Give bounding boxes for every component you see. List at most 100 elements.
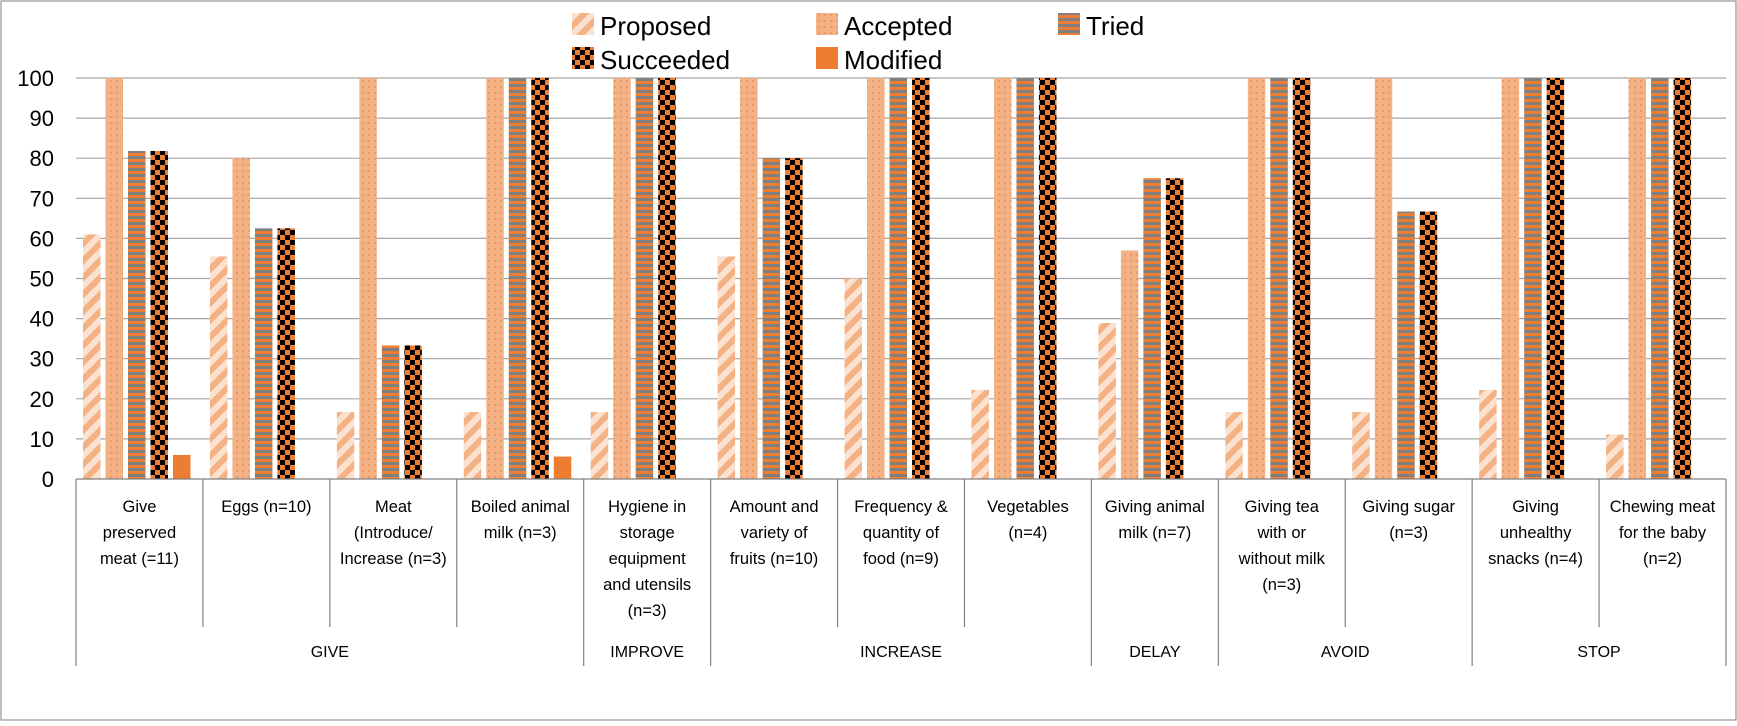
x-group-label: STOP bbox=[1577, 644, 1620, 661]
x-category-label: (n=2) bbox=[1643, 550, 1682, 568]
bar-accepted bbox=[613, 78, 631, 479]
x-category-label: meat (=11) bbox=[100, 550, 179, 568]
x-category-label: Frequency & bbox=[854, 498, 948, 516]
y-tick-label: 50 bbox=[30, 267, 54, 292]
bar-succeeded bbox=[150, 150, 168, 479]
y-tick-label: 0 bbox=[42, 467, 54, 492]
bar-tried bbox=[635, 78, 654, 479]
y-tick-label: 80 bbox=[30, 146, 54, 171]
y-tick-label: 40 bbox=[30, 307, 54, 332]
bar-proposed bbox=[844, 278, 863, 479]
legend-swatch-succeeded bbox=[572, 47, 594, 69]
bar-modified bbox=[553, 456, 572, 479]
bar-succeeded bbox=[1546, 78, 1565, 479]
x-category-label: Giving tea bbox=[1245, 498, 1320, 516]
x-category-label: Increase (n=3) bbox=[340, 550, 447, 568]
bar-accepted bbox=[1120, 250, 1139, 479]
bar-proposed bbox=[717, 256, 736, 479]
bar-accepted bbox=[1247, 78, 1266, 479]
y-tick-label: 70 bbox=[30, 186, 54, 211]
x-category-label: (n=3) bbox=[628, 602, 667, 620]
x-category-label: Chewing meat bbox=[1610, 498, 1716, 516]
legend-label-succeeded: Succeeded bbox=[600, 45, 730, 75]
x-category-label: Giving sugar bbox=[1362, 498, 1455, 516]
legend-swatch-accepted bbox=[816, 13, 838, 35]
x-category-label: Hygiene in bbox=[608, 498, 686, 516]
bar-succeeded bbox=[531, 78, 549, 479]
x-category-label: Giving animal bbox=[1105, 498, 1205, 516]
bar-succeeded bbox=[1419, 211, 1438, 479]
x-category-label: storage bbox=[620, 524, 675, 542]
x-category-label: (Introduce/ bbox=[354, 524, 433, 542]
x-category-label: Boiled animal bbox=[471, 498, 570, 516]
y-tick-label: 20 bbox=[30, 387, 54, 412]
bar-modified bbox=[173, 454, 191, 479]
bar-proposed bbox=[463, 412, 482, 479]
x-category-label: Meat bbox=[375, 498, 412, 516]
y-tick-label: 10 bbox=[30, 427, 54, 452]
y-tick-label: 60 bbox=[30, 226, 54, 251]
bar-accepted bbox=[1628, 78, 1647, 479]
x-category-label: and utensils bbox=[603, 576, 691, 594]
legend-swatch-proposed bbox=[572, 13, 594, 35]
bar-tried bbox=[381, 345, 400, 479]
x-category-label: Amount and bbox=[730, 498, 819, 516]
bar-accepted bbox=[993, 78, 1012, 479]
bar-succeeded bbox=[1038, 78, 1057, 479]
bar-succeeded bbox=[785, 158, 803, 479]
bar-proposed bbox=[336, 412, 355, 479]
bar-proposed bbox=[1352, 412, 1370, 479]
bar-proposed bbox=[1479, 389, 1497, 479]
bar-proposed bbox=[83, 234, 101, 479]
bar-tried bbox=[1016, 78, 1034, 479]
bar-proposed bbox=[590, 412, 609, 479]
x-category-label: with or bbox=[1256, 524, 1306, 542]
x-category-label: quantity of bbox=[863, 524, 940, 542]
bar-succeeded bbox=[277, 228, 295, 479]
bar-accepted bbox=[486, 78, 504, 479]
x-category-label: food (n=9) bbox=[863, 550, 939, 568]
x-category-label: snacks (n=4) bbox=[1488, 550, 1583, 568]
bar-tried bbox=[1651, 78, 1669, 479]
x-group-label: IMPROVE bbox=[610, 644, 684, 661]
bar-succeeded bbox=[404, 345, 422, 479]
bar-accepted bbox=[867, 78, 885, 479]
bar-tried bbox=[762, 158, 781, 479]
bar-accepted bbox=[359, 78, 377, 479]
bar-tried bbox=[508, 78, 527, 479]
y-tick-label: 30 bbox=[30, 347, 54, 372]
legend-swatch-modified bbox=[816, 47, 838, 69]
x-category-label: Giving bbox=[1512, 498, 1559, 516]
bar-tried bbox=[1143, 178, 1161, 479]
x-category-label: without milk bbox=[1238, 550, 1326, 568]
x-category-label: Vegetables bbox=[987, 498, 1069, 516]
legend-label-proposed: Proposed bbox=[600, 11, 711, 41]
x-category-label: (n=3) bbox=[1389, 524, 1428, 542]
axes: 0 10 20 30 40 50 60 70 80 90 100 Give preserved meat … bbox=[17, 66, 1727, 666]
bar-tried bbox=[128, 150, 146, 479]
bar-accepted bbox=[232, 158, 250, 479]
x-category-label: milk (n=7) bbox=[1118, 524, 1191, 542]
bar-tried bbox=[889, 78, 908, 479]
bar-proposed bbox=[209, 256, 228, 479]
y-tick-label: 90 bbox=[30, 106, 54, 131]
x-category-label: for the baby bbox=[1619, 524, 1707, 542]
bar-proposed bbox=[971, 389, 989, 479]
bar-tried bbox=[1270, 78, 1288, 479]
bars bbox=[83, 78, 1692, 479]
legend-swatch-tried bbox=[1058, 13, 1080, 35]
bar-accepted bbox=[1501, 78, 1520, 479]
bar-proposed bbox=[1098, 323, 1116, 479]
x-group-label: GIVE bbox=[311, 644, 349, 661]
bar-proposed bbox=[1606, 434, 1624, 479]
x-category-label: Give bbox=[122, 498, 156, 516]
legend-label-tried: Tried bbox=[1086, 11, 1144, 41]
x-group-label: INCREASE bbox=[860, 644, 942, 661]
x-group-label: AVOID bbox=[1321, 644, 1370, 661]
bar-succeeded bbox=[658, 78, 676, 479]
x-category-label: fruits (n=10) bbox=[730, 550, 819, 568]
bar-succeeded bbox=[1292, 78, 1311, 479]
bar-accepted bbox=[105, 78, 123, 479]
x-category-label: variety of bbox=[741, 524, 808, 542]
